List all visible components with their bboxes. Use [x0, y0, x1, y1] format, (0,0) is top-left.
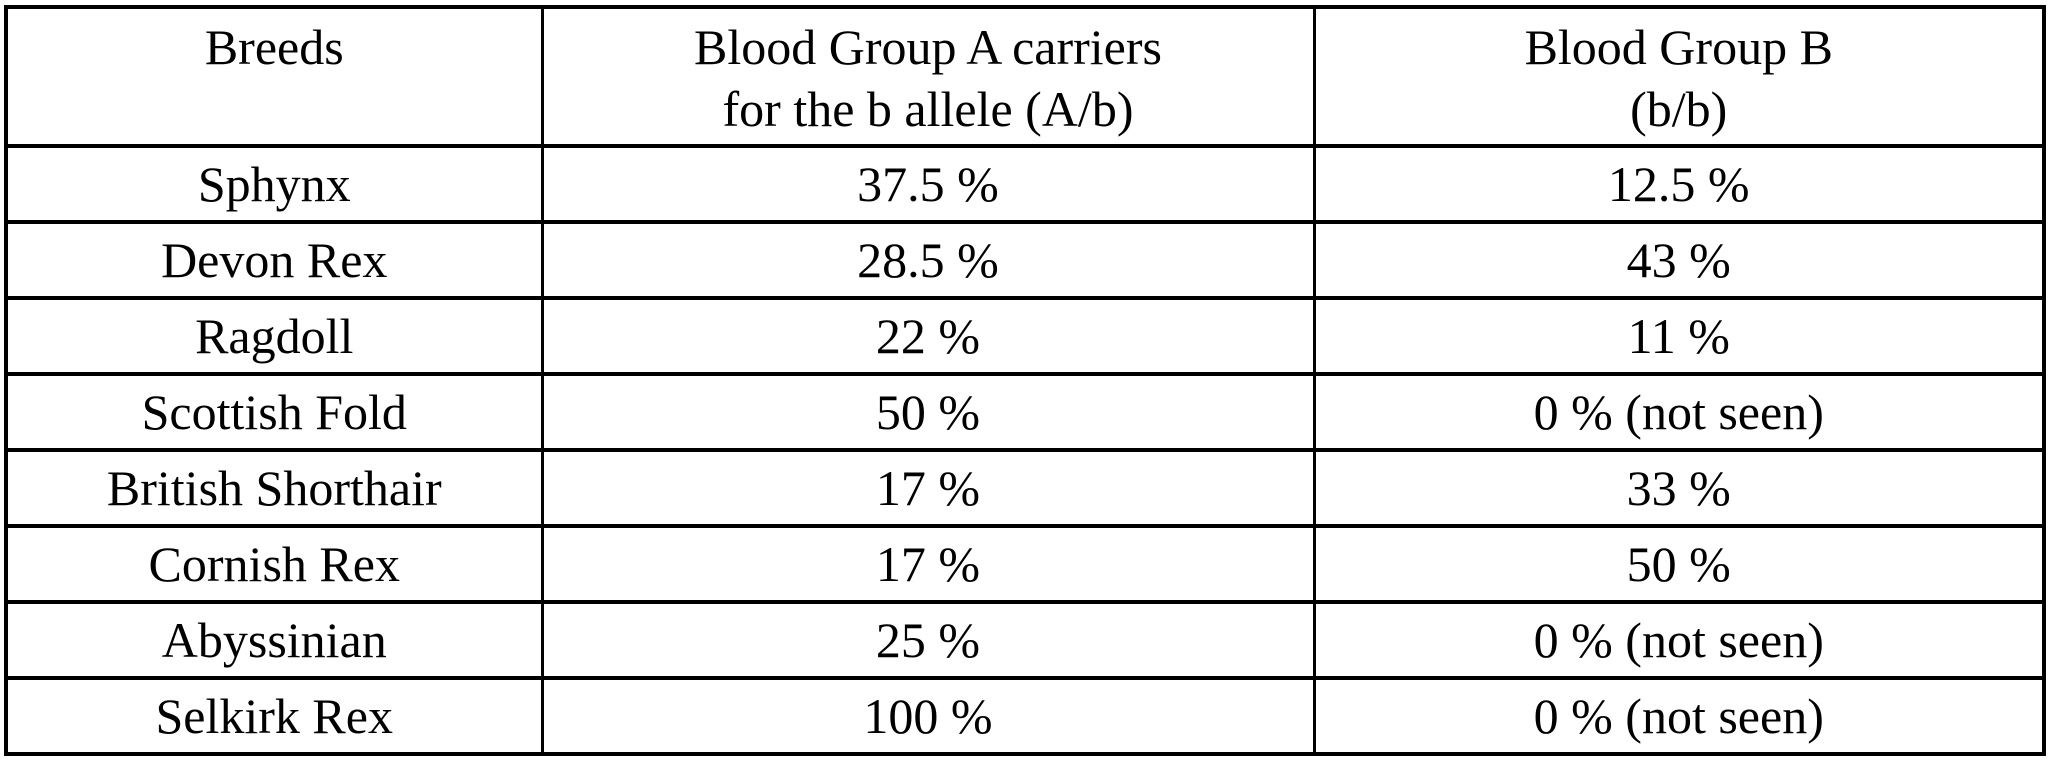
group-b-cell: 50 % [1312, 524, 2046, 604]
table-row: Selkirk Rex 100 % 0 % (not seen) [4, 676, 2046, 756]
group-a-cell: 25 % [540, 600, 1316, 680]
group-b-cell: 0 % (not seen) [1312, 676, 2046, 756]
table-row: Cornish Rex 17 % 50 % [4, 524, 2046, 604]
group-a-cell: 50 % [540, 372, 1316, 452]
group-b-cell: 43 % [1312, 220, 2046, 300]
group-a-cell: 37.5 % [540, 144, 1316, 224]
breed-cell: Scottish Fold [4, 372, 544, 452]
group-a-cell: 17 % [540, 448, 1316, 528]
table-row: British Shorthair 17 % 33 % [4, 448, 2046, 528]
breed-cell: British Shorthair [4, 448, 544, 528]
breed-cell: Abyssinian [4, 600, 544, 680]
breed-cell: Selkirk Rex [4, 676, 544, 756]
header-row: Breeds Blood Group A carriers for the b … [4, 5, 2046, 148]
group-b-cell: 33 % [1312, 448, 2046, 528]
header-cell-blood-group-b: Blood Group B (b/b) [1312, 5, 2046, 148]
breed-cell: Cornish Rex [4, 524, 544, 604]
group-a-cell: 28.5 % [540, 220, 1316, 300]
breed-cell: Sphynx [4, 144, 544, 224]
table-row: Scottish Fold 50 % 0 % (not seen) [4, 372, 2046, 452]
header-cell-blood-group-a: Blood Group A carriers for the b allele … [540, 5, 1316, 148]
group-a-cell: 100 % [540, 676, 1316, 756]
group-b-cell: 0 % (not seen) [1312, 372, 2046, 452]
group-a-cell: 22 % [540, 296, 1316, 376]
table-row: Sphynx 37.5 % 12.5 % [4, 144, 2046, 224]
table-row: Devon Rex 28.5 % 43 % [4, 220, 2046, 300]
group-a-cell: 17 % [540, 524, 1316, 604]
breed-cell: Devon Rex [4, 220, 544, 300]
header-cell-breeds: Breeds [4, 5, 544, 148]
group-b-cell: 0 % (not seen) [1312, 600, 2046, 680]
breed-cell: Ragdoll [4, 296, 544, 376]
group-b-cell: 11 % [1312, 296, 2046, 376]
group-b-cell: 12.5 % [1312, 144, 2046, 224]
table-row: Ragdoll 22 % 11 % [4, 296, 2046, 376]
cat-blood-group-table: Breeds Blood Group A carriers for the b … [4, 5, 2046, 756]
table-row: Abyssinian 25 % 0 % (not seen) [4, 600, 2046, 680]
